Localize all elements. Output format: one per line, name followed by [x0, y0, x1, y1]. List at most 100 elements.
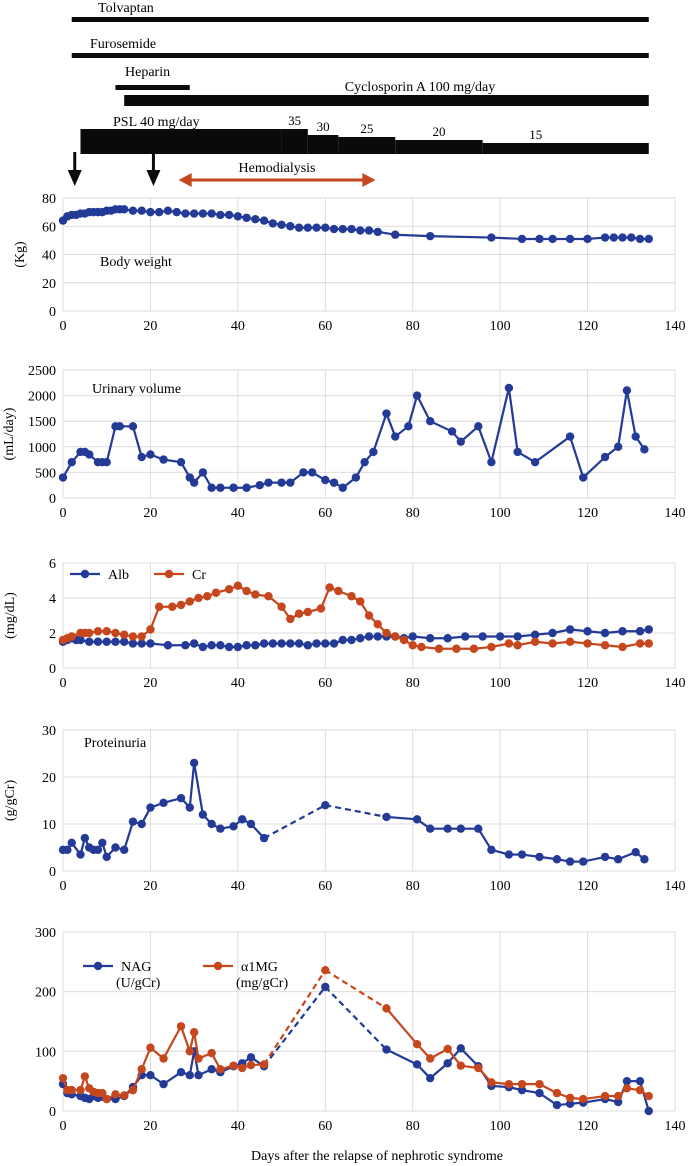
data-point [102, 1094, 111, 1104]
psl-step-0 [80, 129, 282, 154]
gridlines [62, 931, 676, 1112]
data-point [456, 1044, 465, 1053]
psl-step-2 [307, 135, 339, 154]
data-point [535, 1079, 544, 1089]
data-point [565, 625, 575, 634]
data-point [535, 852, 544, 862]
data-point [146, 1043, 155, 1052]
data-point [351, 473, 361, 482]
data-point [347, 592, 356, 601]
data-point [329, 224, 339, 234]
drug-bar-0 [71, 17, 649, 22]
data-point [613, 855, 623, 864]
legend-sublabel: (mg/gCr) [236, 976, 288, 991]
data-point [408, 641, 417, 650]
x-tick-label: 80 [406, 506, 420, 521]
y-tick-label: 6 [49, 557, 56, 572]
data-point [67, 838, 76, 847]
data-point [207, 819, 216, 829]
data-point [504, 383, 514, 393]
data-point [85, 637, 94, 646]
data-point [255, 481, 264, 490]
series-0 [58, 205, 653, 244]
data-point [613, 1091, 623, 1101]
series-line-segment [407, 395, 419, 427]
data-point [316, 604, 326, 613]
data-point [242, 641, 251, 650]
data-point [412, 1039, 422, 1049]
data-point [264, 592, 273, 601]
data-point [622, 386, 632, 395]
data-point [102, 457, 111, 467]
data-point [286, 614, 295, 624]
data-point [635, 627, 645, 636]
legend: NAG(U/gCr) α1MG(mg/gCr) [83, 960, 288, 991]
x-tick-label: 120 [577, 1119, 598, 1134]
x-tick-label: 140 [665, 506, 686, 521]
x-tick-label: 20 [143, 676, 157, 691]
data-point [456, 1061, 465, 1070]
data-point [609, 233, 618, 242]
plot-frame [62, 729, 676, 872]
series-line-segment [131, 426, 143, 458]
series-line-segment [625, 390, 637, 437]
data-point [321, 965, 330, 975]
y-axis-label: (g/gCr) [3, 780, 18, 822]
data-point [644, 1091, 653, 1101]
data-point [583, 234, 592, 244]
legend-label: α1MG [241, 960, 278, 975]
data-point [644, 234, 653, 244]
data-point [312, 223, 321, 232]
data-point [76, 850, 85, 859]
data-point [163, 206, 173, 215]
data-point [513, 632, 522, 641]
data-point [216, 210, 225, 220]
data-point [115, 422, 125, 431]
data-point [176, 457, 186, 467]
data-point [391, 432, 400, 441]
plot-frame [62, 369, 676, 499]
data-point [111, 1090, 120, 1099]
data-point [382, 628, 391, 638]
data-point [504, 1079, 514, 1089]
data-point [176, 1022, 186, 1031]
panel-annotation: Urinary volume [92, 382, 181, 397]
data-point [224, 585, 234, 594]
x-tick-label: 100 [490, 319, 511, 334]
series-line-segment [105, 426, 117, 463]
data-point [277, 478, 286, 487]
series-line-segment [193, 1032, 200, 1059]
data-point [412, 815, 422, 824]
data-point [224, 642, 234, 652]
treatment-timeline: Tolvaptan Furosemide Heparin Cyclosporin A … [67, 1, 649, 187]
data-point [303, 223, 312, 232]
data-point [347, 635, 356, 645]
series-line-segment [582, 456, 606, 479]
data-point [277, 220, 286, 230]
data-point [93, 845, 103, 855]
panel-annotation: Body weight [100, 255, 172, 270]
y-tick-label: 20 [42, 771, 56, 786]
data-point [517, 1085, 527, 1095]
data-point [487, 642, 496, 652]
data-point [530, 457, 540, 467]
gridlines [62, 729, 676, 872]
data-point [146, 639, 155, 648]
data-point [552, 1100, 562, 1110]
data-point [312, 639, 321, 648]
data-point [613, 1097, 623, 1107]
x-tick-label: 40 [231, 319, 245, 334]
series-line-segment [188, 762, 196, 808]
data-point [146, 803, 155, 812]
data-point [80, 1072, 90, 1081]
data-point [426, 634, 435, 643]
data-point [128, 632, 138, 641]
data-point [530, 630, 540, 639]
data-point [111, 637, 120, 646]
data-point [513, 447, 522, 457]
legend-sublabel: (U/gCr) [116, 976, 161, 991]
data-point [76, 1085, 85, 1095]
x-tick-label: 100 [490, 506, 511, 521]
